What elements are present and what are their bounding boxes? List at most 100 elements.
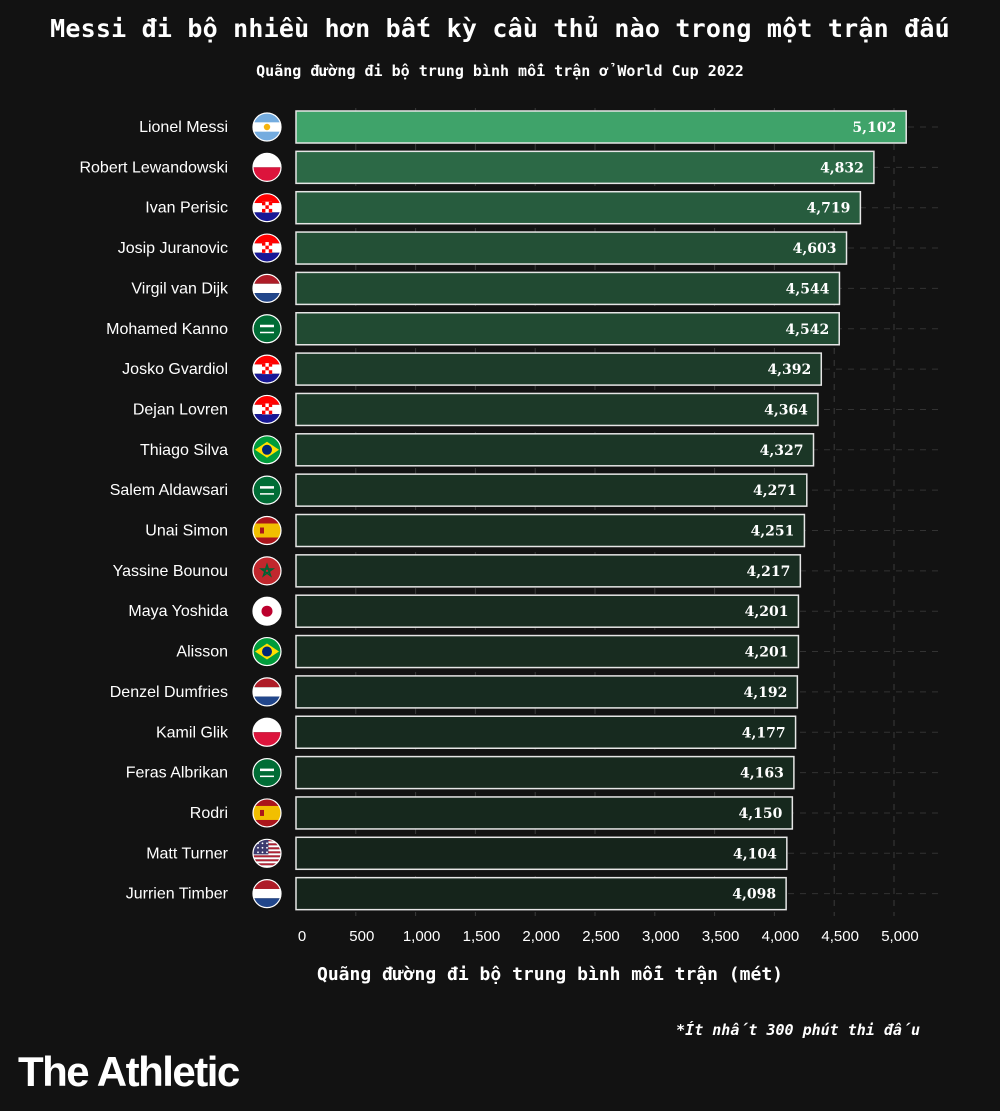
x-tick-label: 4,000 bbox=[762, 928, 800, 945]
x-tick-label: 4,500 bbox=[821, 928, 859, 945]
bar bbox=[295, 271, 841, 306]
player-name-label: Ivan Perisic bbox=[145, 200, 228, 217]
brazil-flag-icon bbox=[252, 435, 282, 465]
bar bbox=[295, 796, 794, 830]
bar-value-label: 4,327 bbox=[760, 443, 804, 459]
x-tick-label: 1,000 bbox=[403, 928, 441, 945]
poland-flag-icon bbox=[252, 717, 282, 747]
bar-value-label: 4,544 bbox=[786, 281, 830, 297]
croatia-flag-icon bbox=[252, 193, 282, 223]
bar bbox=[295, 594, 800, 628]
bar-value-label: 4,364 bbox=[764, 402, 808, 418]
bar-row: 4,150 Rodri bbox=[190, 796, 794, 830]
spain-flag-icon bbox=[252, 798, 282, 828]
saudi-arabia-flag-icon bbox=[252, 475, 282, 505]
player-name-label: Maya Yoshida bbox=[128, 603, 228, 620]
bar bbox=[295, 513, 806, 548]
netherlands-flag-icon bbox=[252, 879, 282, 909]
saudi-arabia-flag-icon bbox=[252, 757, 282, 788]
x-tick-label: 500 bbox=[349, 928, 374, 945]
chart-subtitle: Quãng đường đi bộ trung bình mỗi trận ở … bbox=[256, 62, 744, 80]
bar bbox=[295, 554, 802, 588]
bar-row: 5,102 Lionel Messi bbox=[139, 110, 907, 144]
player-name-label: Kamil Glik bbox=[156, 724, 229, 741]
player-name-label: Feras Albrikan bbox=[126, 765, 228, 782]
x-tick-label: 5,000 bbox=[881, 928, 919, 945]
bar bbox=[295, 312, 840, 346]
bar-row: 4,163 Feras Albrikan bbox=[126, 755, 795, 790]
player-name-label: Thiago Silva bbox=[140, 442, 228, 459]
bar-row: 4,192 Denzel Dumfries bbox=[110, 675, 799, 709]
bar-row: 4,603 Josip Juranovic bbox=[118, 231, 848, 265]
bar bbox=[295, 755, 795, 790]
x-tick-label: 1,500 bbox=[463, 928, 501, 945]
bar-value-label: 4,192 bbox=[744, 685, 788, 701]
player-name-label: Alisson bbox=[176, 644, 228, 661]
x-tick-label: 0 bbox=[298, 928, 306, 945]
bar-value-label: 4,217 bbox=[747, 564, 791, 580]
saudi-arabia-flag-icon bbox=[252, 314, 282, 344]
bar-chart: 0 500 1,000 1,500 2,000 2,500 3,000 3,500 4,000 4… bbox=[79, 108, 940, 945]
player-name-label: Lionel Messi bbox=[139, 119, 228, 136]
bar bbox=[295, 392, 819, 427]
player-name-label: Josip Juranovic bbox=[118, 240, 228, 257]
bar-row: 4,364 Dejan Lovren bbox=[133, 392, 819, 427]
player-name-label: Unai Simon bbox=[145, 523, 228, 540]
player-name-label: Mohamed Kanno bbox=[106, 321, 228, 338]
bar-value-label: 4,098 bbox=[732, 887, 776, 903]
x-tick-label: 3,000 bbox=[642, 928, 680, 945]
bar bbox=[295, 473, 808, 507]
croatia-flag-icon bbox=[252, 354, 282, 384]
player-name-label: Denzel Dumfries bbox=[110, 684, 228, 701]
bar-row: 4,098 Jurrien Timber bbox=[126, 876, 787, 911]
player-name-label: Yassine Bounou bbox=[113, 563, 228, 580]
bar-value-label: 4,542 bbox=[785, 322, 829, 338]
bar bbox=[295, 433, 815, 467]
bar bbox=[295, 231, 848, 265]
morocco-flag-icon bbox=[252, 556, 282, 586]
bar-value-label: 4,392 bbox=[767, 362, 811, 378]
bar-value-label: 4,201 bbox=[745, 645, 789, 661]
x-tick-label: 2,000 bbox=[522, 928, 560, 945]
bar-value-label: 4,104 bbox=[733, 846, 777, 862]
player-name-label: Virgil van Dijk bbox=[131, 280, 229, 297]
bar-row: 4,177 Kamil Glik bbox=[156, 715, 797, 749]
bar-value-label: 4,719 bbox=[807, 201, 851, 217]
x-tick-label: 2,500 bbox=[582, 928, 620, 945]
bar-row: 4,719 Ivan Perisic bbox=[145, 190, 862, 225]
bar-value-label: 4,177 bbox=[742, 725, 786, 741]
bar-row: 4,832 Robert Lewandowski bbox=[79, 150, 875, 185]
bar-value-label: 4,251 bbox=[751, 524, 795, 540]
bar bbox=[295, 634, 800, 669]
bar-row: 4,217 Yassine Bounou bbox=[113, 554, 802, 588]
usa-flag-icon bbox=[252, 838, 282, 868]
bar bbox=[295, 110, 907, 144]
bar-value-label: 5,102 bbox=[852, 120, 896, 136]
bar-row: 4,271 Salem Aldawsari bbox=[110, 473, 808, 507]
bar-value-label: 4,271 bbox=[753, 483, 797, 499]
bar bbox=[295, 352, 823, 386]
bar bbox=[295, 836, 788, 871]
croatia-flag-icon bbox=[252, 394, 282, 425]
bar bbox=[295, 715, 797, 749]
bar-row: 4,542 Mohamed Kanno bbox=[106, 312, 840, 346]
bar-row: 4,201 Maya Yoshida bbox=[128, 594, 800, 628]
bar bbox=[295, 190, 862, 225]
bar-row: 4,251 Unai Simon bbox=[145, 513, 806, 548]
bar-value-label: 4,832 bbox=[820, 160, 864, 176]
argentina-flag-icon bbox=[252, 112, 282, 142]
bar-row: 4,392 Josko Gvardiol bbox=[122, 352, 823, 386]
bar-row: 4,544 Virgil van Dijk bbox=[131, 271, 841, 306]
poland-flag-icon bbox=[252, 152, 282, 182]
player-name-label: Rodri bbox=[190, 805, 228, 822]
netherlands-flag-icon bbox=[252, 677, 282, 707]
x-tick-label: 3,500 bbox=[702, 928, 740, 945]
player-name-label: Salem Aldawsari bbox=[110, 482, 228, 499]
bar-value-label: 4,201 bbox=[745, 604, 789, 620]
bar-value-label: 4,150 bbox=[738, 806, 782, 822]
netherlands-flag-icon bbox=[252, 273, 282, 303]
croatia-flag-icon bbox=[252, 233, 282, 263]
brazil-flag-icon bbox=[252, 636, 282, 667]
player-name-label: Jurrien Timber bbox=[126, 886, 229, 903]
the-athletic-logo: The Athletic bbox=[18, 1048, 240, 1095]
